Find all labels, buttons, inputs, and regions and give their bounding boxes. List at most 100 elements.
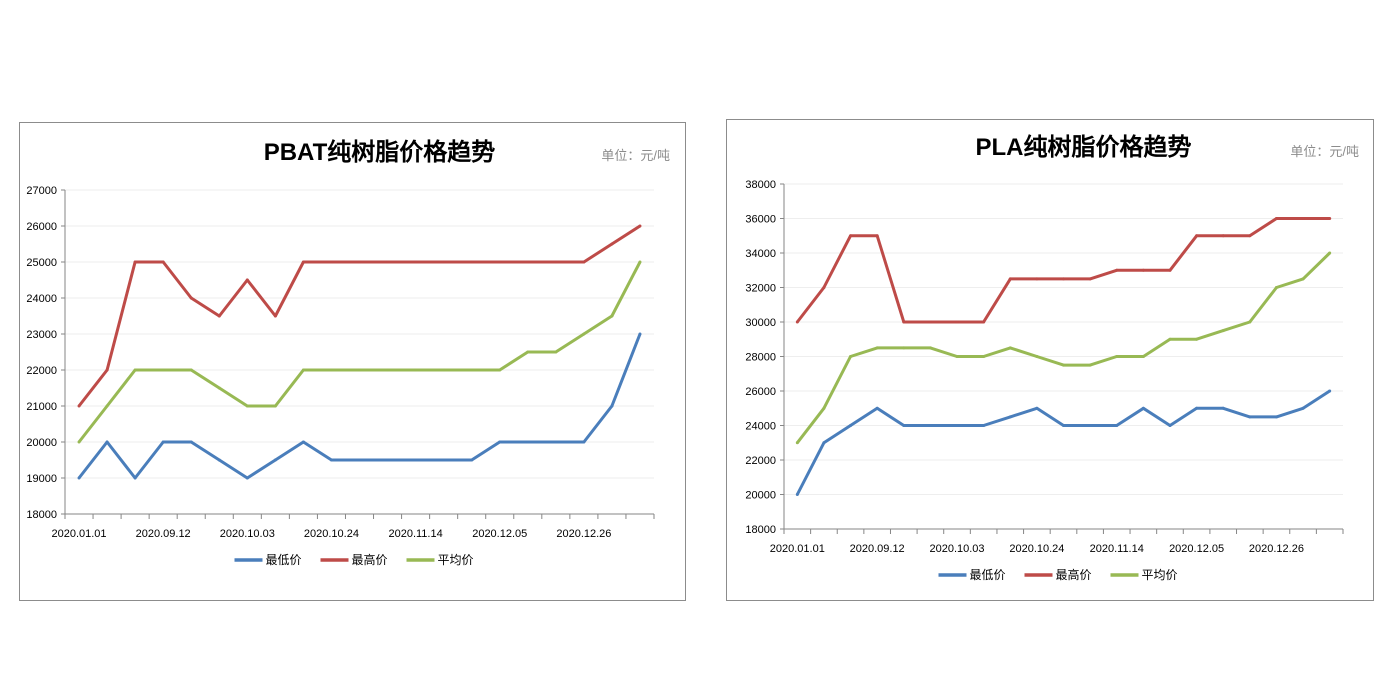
legend-label: 最高价 <box>352 552 388 567</box>
y-tick-label: 32000 <box>745 283 776 295</box>
unit-label: 单位：元/吨 <box>601 148 670 163</box>
y-tick-label: 26000 <box>745 386 776 398</box>
y-tick-label: 34000 <box>745 248 776 260</box>
data-point <box>1301 406 1305 410</box>
data-point <box>638 224 642 228</box>
data-point <box>610 242 614 246</box>
data-point <box>1035 277 1039 281</box>
data-point <box>358 368 361 372</box>
y-tick-label: 20000 <box>745 490 776 502</box>
data-point <box>133 260 137 264</box>
y-tick-label: 21000 <box>26 401 57 413</box>
data-point <box>105 368 109 372</box>
data-point <box>442 458 446 462</box>
data-point <box>442 368 446 372</box>
y-tick-label: 22000 <box>745 455 776 467</box>
y-tick-label: 27000 <box>26 185 57 197</box>
x-tick-label: 2020.10.03 <box>220 528 275 540</box>
data-point <box>582 332 586 336</box>
data-point <box>554 350 558 354</box>
data-point <box>273 404 277 408</box>
data-point <box>1248 320 1252 324</box>
data-point <box>414 458 418 462</box>
data-point <box>849 424 853 427</box>
data-point <box>358 260 361 264</box>
x-tick-label: 2020.11.14 <box>388 528 442 540</box>
data-point <box>822 406 826 410</box>
data-point <box>795 320 799 324</box>
data-point <box>1115 355 1119 358</box>
data-point <box>161 440 165 444</box>
data-point <box>1008 415 1012 419</box>
data-point <box>1141 268 1145 272</box>
y-tick-label: 25000 <box>26 257 57 269</box>
data-point <box>1301 217 1305 220</box>
data-point <box>822 286 826 289</box>
data-point <box>1035 406 1039 410</box>
data-point <box>875 346 879 350</box>
x-tick-label: 2020.10.24 <box>304 528 359 540</box>
data-point <box>610 404 614 408</box>
series-line-1 <box>77 224 641 407</box>
data-point <box>1221 329 1225 333</box>
data-point <box>1328 389 1332 393</box>
data-point <box>1115 424 1119 427</box>
x-tick-label: 2020.09.12 <box>850 543 905 555</box>
data-point <box>795 441 799 445</box>
data-point <box>1195 234 1199 238</box>
x-tick-label: 2020.12.05 <box>1169 543 1224 555</box>
data-point <box>273 314 277 318</box>
data-point <box>1274 217 1278 220</box>
data-point <box>498 368 502 372</box>
data-point <box>1008 277 1012 281</box>
x-tick-label: 2020.09.12 <box>136 528 191 540</box>
data-point <box>245 404 249 408</box>
data-point <box>1141 406 1145 410</box>
data-point <box>1195 406 1199 410</box>
data-point <box>638 260 642 264</box>
y-tick-label: 36000 <box>745 214 776 226</box>
data-point <box>498 260 502 264</box>
data-point <box>245 476 249 480</box>
pbat-chart-panel: PBAT纯树脂价格趋势 单位：元/吨 18000 19000 20000 21000 220… <box>19 122 686 601</box>
data-point <box>582 260 586 264</box>
data-point <box>301 368 305 372</box>
data-point <box>329 368 333 372</box>
x-tick-label: 2020.12.26 <box>1249 543 1304 555</box>
y-tick-label: 18000 <box>26 509 57 521</box>
data-point <box>982 320 986 324</box>
data-point <box>955 424 959 427</box>
x-tick-label: 2020.01.01 <box>770 543 825 555</box>
data-point <box>189 368 193 372</box>
data-point <box>301 440 305 444</box>
data-point <box>1088 424 1092 427</box>
x-tick-label: 2020.10.24 <box>1009 543 1064 555</box>
data-point <box>245 278 249 282</box>
data-point <box>189 296 193 300</box>
data-point <box>217 314 221 318</box>
data-point <box>1195 337 1199 341</box>
data-point <box>1035 355 1039 358</box>
legend-label: 平均价 <box>438 553 474 567</box>
x-tick-label: 2020.12.05 <box>472 528 527 540</box>
x-tick-label: 2020.01.01 <box>51 528 106 540</box>
data-point <box>1248 234 1252 238</box>
data-point <box>301 260 305 264</box>
data-point <box>849 234 853 238</box>
data-point <box>554 260 558 264</box>
data-point <box>610 314 614 318</box>
data-point <box>1062 363 1065 367</box>
series-line-0 <box>795 389 1331 496</box>
data-point <box>217 458 221 462</box>
data-point <box>928 320 932 324</box>
data-point <box>498 440 502 444</box>
legend-label: 最高价 <box>1056 567 1092 582</box>
data-point <box>470 368 474 372</box>
data-point <box>526 350 530 354</box>
data-point <box>526 440 530 444</box>
data-point <box>902 346 906 350</box>
data-point <box>77 404 81 408</box>
data-point <box>928 424 932 427</box>
data-point <box>1168 424 1172 427</box>
data-point <box>329 458 333 462</box>
